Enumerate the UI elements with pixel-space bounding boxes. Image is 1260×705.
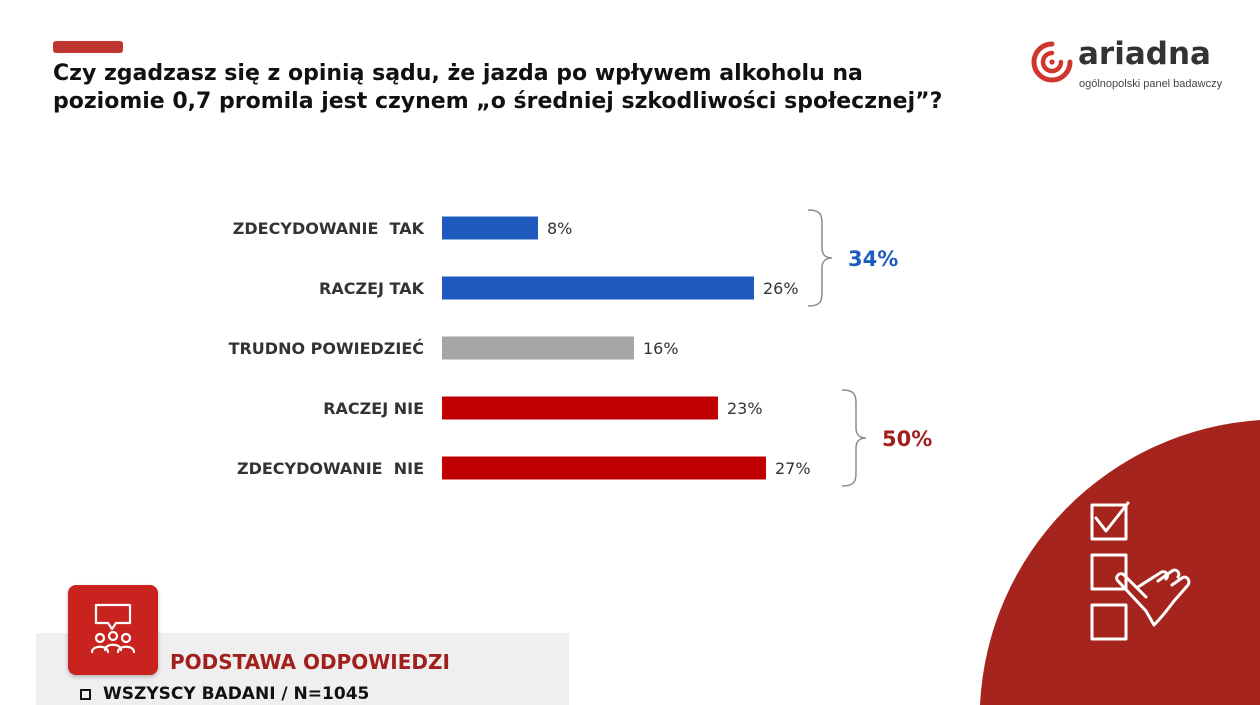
bar [442, 276, 754, 300]
ariadna-logo-icon [1031, 41, 1073, 83]
bar [442, 336, 634, 360]
title-accent-bar [53, 41, 123, 53]
respondents-icon [90, 603, 136, 654]
category-label: RACZEJ TAK [319, 279, 425, 298]
checkmark-icon [1094, 501, 1130, 533]
value-label: 16% [643, 339, 679, 358]
base-line-text: WSZYSCY BADANI / N=1045 [103, 684, 370, 704]
group-brace [841, 389, 867, 487]
category-label: RACZEJ NIE [323, 399, 424, 418]
group-total-label: 50% [882, 427, 932, 451]
group-brace [807, 209, 833, 307]
category-label: TRUDNO POWIEDZIEĆ [229, 339, 424, 358]
corner-circle [980, 420, 1260, 705]
value-label: 8% [547, 219, 572, 238]
corner-decoration [980, 420, 1260, 705]
base-line: WSZYSCY BADANI / N=1045 [80, 684, 369, 704]
base-title: PODSTAWA ODPOWIEDZI [170, 650, 450, 674]
logo-subtitle: ogólnopolski panel badawczy [1079, 78, 1223, 90]
checkbox-icon [80, 688, 91, 700]
bar [442, 216, 538, 240]
group-total-label: 34% [848, 247, 898, 271]
category-label: ZDECYDOWANIE NIE [237, 459, 424, 478]
checklist-hand-icon [1090, 501, 1191, 641]
value-label: 26% [763, 279, 799, 298]
page-title: Czy zgadzasz się z opinią sądu, że jazda… [53, 60, 1013, 116]
value-label: 27% [775, 459, 811, 478]
category-label: ZDECYDOWANIE TAK [233, 219, 425, 238]
value-label: 23% [727, 399, 763, 418]
respondents-icon-box [68, 585, 158, 675]
title-line-2: poziomie 0,7 promila jest czynem „o śred… [53, 89, 943, 114]
bar [442, 456, 766, 480]
checkbox-icon [1090, 503, 1128, 541]
title-line-1: Czy zgadzasz się z opinią sądu, że jazda… [53, 61, 863, 86]
ariadna-logo: ariadna ogólnopolski panel badawczy [1030, 36, 1230, 96]
bar [442, 396, 718, 420]
logo-wordmark: ariadna [1078, 36, 1211, 72]
